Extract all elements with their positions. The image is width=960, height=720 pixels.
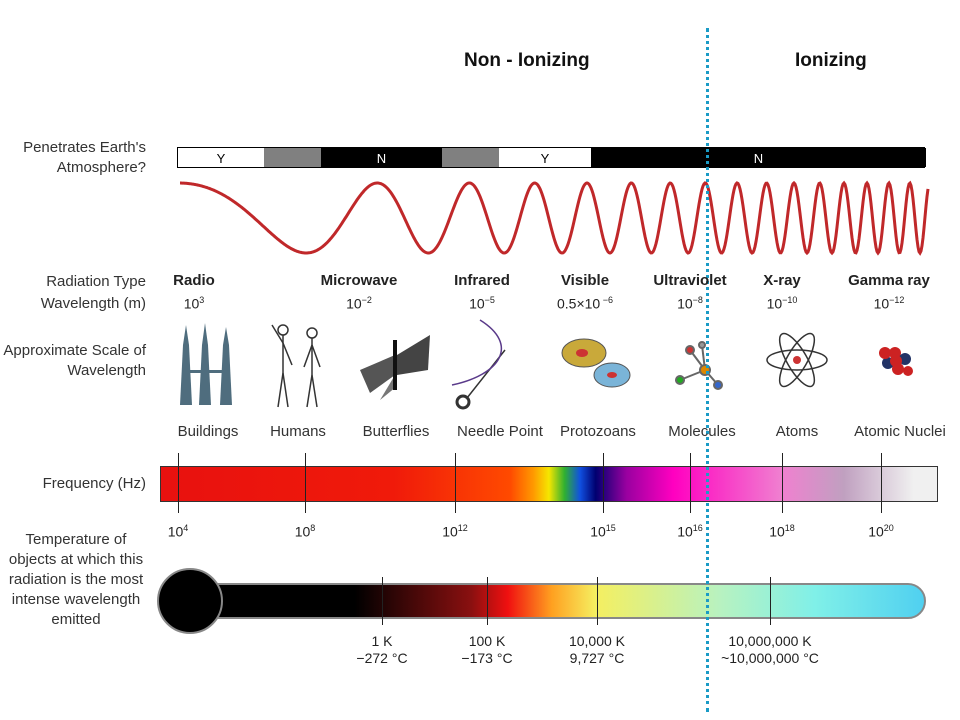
ionizing-header: Ionizing — [795, 50, 867, 71]
non-ionizing-header: Non - Ionizing — [464, 50, 590, 71]
wavelength-value: 103 — [183, 295, 205, 312]
temperature-tick — [597, 577, 598, 625]
atmosphere-segment: Y — [216, 151, 226, 166]
frequency-tick — [782, 453, 783, 513]
temperature-tick — [487, 577, 488, 625]
nucleus-icon — [879, 347, 913, 376]
temperature-value: 10,000 K 9,727 °C — [568, 633, 626, 666]
scale-name: Needle Point — [457, 423, 543, 440]
scale-name: Molecules — [668, 423, 736, 440]
frequency-tick — [178, 453, 179, 513]
scale-name: Atomic Nuclei — [854, 423, 946, 440]
ionizing-divider-line — [706, 28, 709, 712]
atom-icon — [766, 332, 828, 388]
wavelength-value: 10−2 — [346, 295, 372, 312]
atmosphere-segment: N — [591, 148, 926, 167]
radiation-type-name: Visible — [560, 272, 610, 289]
frequency-value: 108 — [294, 523, 316, 540]
atmosphere-segment: Y — [540, 151, 550, 166]
frequency-tick — [455, 453, 456, 513]
scale-label: Approximate Scale of Wavelength — [3, 342, 146, 379]
humans-icon — [271, 324, 321, 408]
wavelength-value: 0.5×10 −6 — [557, 295, 613, 312]
atmosphere-label: Penetrates Earth's Atmosphere? — [23, 139, 146, 176]
radiation-type-label: Radiation Type — [46, 273, 146, 290]
scale-icons — [180, 319, 913, 410]
wavelength-value: 10−10 — [766, 295, 798, 312]
frequency-value: 1018 — [769, 523, 795, 540]
frequency-value: 1015 — [590, 523, 616, 540]
scale-name: Atoms — [775, 423, 819, 440]
radiation-type-name: X-ray — [763, 272, 801, 289]
radiation-type-name: Gamma ray — [848, 272, 930, 289]
frequency-tick — [690, 453, 691, 513]
atmosphere-segment: N — [321, 148, 442, 167]
temperature-value: 1 K −272 °C — [356, 633, 408, 666]
atmosphere-bar: Y N Y N — [177, 147, 926, 168]
protozoa-icon — [561, 338, 631, 388]
thermometer-tube — [192, 583, 926, 619]
needle-icon — [451, 319, 506, 410]
radiation-type-name: Infrared — [454, 272, 510, 289]
radiation-type-name: Ultraviolet — [653, 272, 727, 289]
scale-name: Protozoans — [560, 423, 636, 440]
frequency-bar — [160, 466, 938, 502]
frequency-value: 1012 — [442, 523, 468, 540]
atmosphere-segment — [264, 148, 321, 167]
buildings-icon — [180, 323, 232, 405]
atmosphere-segment — [442, 148, 499, 167]
wavelength-value: 10−12 — [873, 295, 905, 312]
temperature-label: Temperature of objects at which this rad… — [8, 531, 144, 628]
frequency-value: 1020 — [868, 523, 894, 540]
frequency-value: 1016 — [677, 523, 703, 540]
thermometer-bulb — [157, 568, 223, 634]
scale-name: Humans — [270, 423, 326, 440]
butterfly-icon — [360, 335, 430, 400]
radiation-type-name: Radio — [173, 272, 215, 289]
temperature-value: 100 K −173 °C — [461, 633, 513, 666]
wavelength-value: 10−5 — [469, 295, 495, 312]
frequency-label: Frequency (Hz) — [42, 475, 146, 492]
temperature-tick — [382, 577, 383, 625]
molecules-icon — [675, 341, 723, 390]
frequency-value: 104 — [167, 523, 189, 540]
frequency-tick — [881, 453, 882, 513]
frequency-tick — [305, 453, 306, 513]
wavelength-value: 10−8 — [677, 295, 703, 312]
temperature-value: 10,000,000 K ~10,000,000 °C — [721, 633, 819, 666]
temperature-tick — [770, 577, 771, 625]
scale-name: Butterflies — [362, 423, 430, 440]
radiation-type-name: Microwave — [320, 272, 398, 289]
frequency-tick — [603, 453, 604, 513]
wavelength-label: Wavelength (m) — [40, 295, 146, 312]
scale-name: Buildings — [177, 423, 239, 440]
wave-line — [180, 180, 930, 256]
